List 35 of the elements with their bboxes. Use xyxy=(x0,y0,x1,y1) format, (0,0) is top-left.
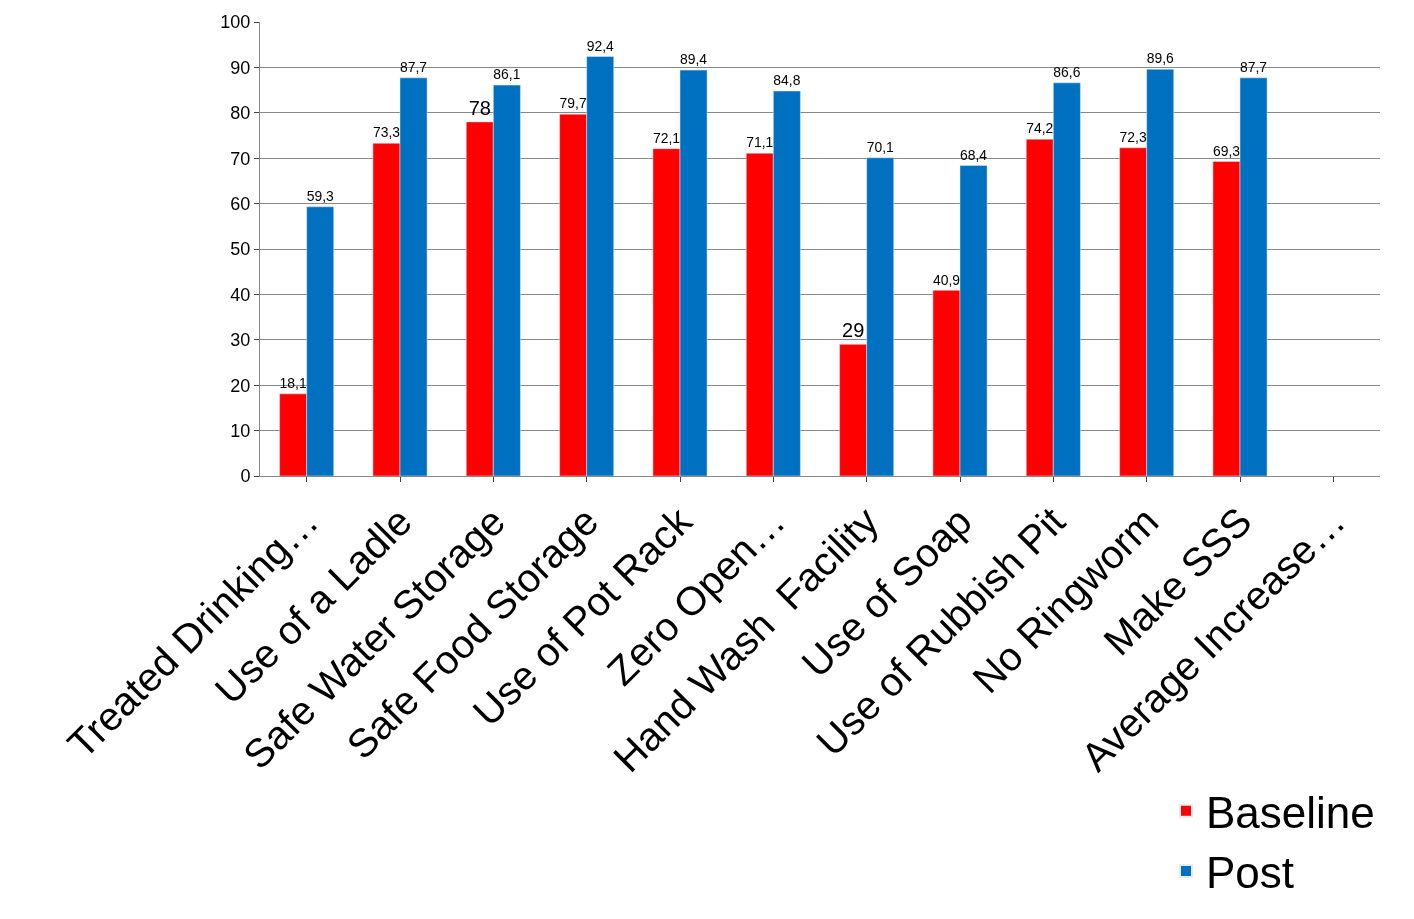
data-label: 29 xyxy=(842,319,865,342)
y-tick-label: 70 xyxy=(230,148,251,169)
data-label: 89,6 xyxy=(1146,50,1174,67)
data-label: 86,1 xyxy=(493,66,521,83)
y-tick-label: 60 xyxy=(230,193,251,214)
y-tick-label: 20 xyxy=(230,375,251,396)
data-label: 87,7 xyxy=(1240,59,1268,76)
y-tick-label: 50 xyxy=(230,239,251,260)
data-label: 68,4 xyxy=(960,146,988,163)
data-label: 79,7 xyxy=(559,95,587,112)
data-label: 92,4 xyxy=(586,37,614,54)
y-tick-label: 30 xyxy=(230,330,251,351)
data-label: 40,9 xyxy=(932,271,961,288)
data-label: 74,2 xyxy=(1026,120,1054,137)
y-tick-label: 0 xyxy=(240,466,251,487)
data-label: 87,7 xyxy=(400,59,428,76)
y-tick-label: 100 xyxy=(220,12,251,33)
data-label: 18,1 xyxy=(279,375,307,392)
y-tick-label: 10 xyxy=(230,420,251,441)
data-label: 89,4 xyxy=(680,51,708,68)
data-label: 69,3 xyxy=(1212,142,1241,159)
data-label: 73,3 xyxy=(372,124,401,141)
data-label: 59,3 xyxy=(306,188,334,204)
data-label: 86,6 xyxy=(1053,64,1081,81)
data-label: 72,3 xyxy=(1119,128,1147,145)
data-label: 72,1 xyxy=(652,129,681,146)
y-tick-label: 90 xyxy=(230,57,251,78)
legend-label: Post xyxy=(1206,848,1295,898)
legend-label: Baseline xyxy=(1206,787,1375,837)
y-tick-label: 80 xyxy=(230,103,251,124)
data-label: 78 xyxy=(468,96,491,119)
data-label: 71,1 xyxy=(746,134,774,151)
data-label: 84,8 xyxy=(773,72,801,89)
y-tick-label: 40 xyxy=(230,284,251,305)
data-label: 70,1 xyxy=(866,138,894,155)
